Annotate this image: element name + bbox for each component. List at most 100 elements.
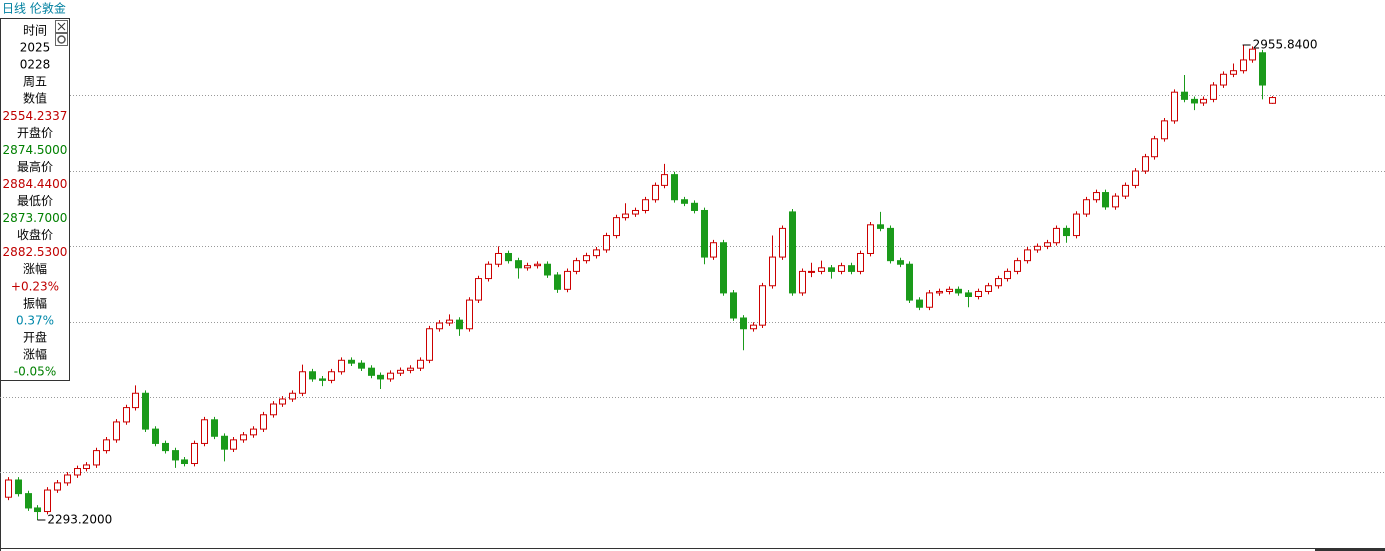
candle-body bbox=[426, 328, 433, 361]
candle-body bbox=[769, 256, 776, 287]
candle-body bbox=[1034, 245, 1041, 251]
candle-body bbox=[1240, 59, 1247, 72]
panel-text: 最低价 bbox=[17, 194, 53, 208]
candle-body bbox=[152, 428, 159, 444]
candle-body bbox=[260, 414, 267, 430]
candle-body bbox=[221, 435, 228, 450]
candle-body bbox=[289, 392, 296, 400]
candle-body bbox=[564, 270, 571, 290]
panel-text: 最高价 bbox=[17, 159, 53, 174]
candle-body bbox=[1269, 97, 1276, 104]
candle-body bbox=[44, 489, 51, 513]
candle-body bbox=[1122, 184, 1129, 197]
candle-body bbox=[309, 371, 316, 380]
candle-body bbox=[857, 252, 864, 272]
candle-body bbox=[1191, 98, 1198, 104]
candle-body bbox=[230, 439, 237, 450]
candle-body bbox=[1230, 70, 1237, 75]
candle-body bbox=[1259, 52, 1266, 86]
candle-body bbox=[681, 199, 688, 204]
candle-body bbox=[877, 224, 884, 229]
candle-body bbox=[1112, 195, 1119, 208]
panel-text: 0228 bbox=[20, 58, 51, 72]
candle-body bbox=[181, 459, 188, 465]
candle-body bbox=[515, 260, 522, 269]
candle-body bbox=[691, 202, 698, 211]
candle-body bbox=[436, 322, 443, 330]
candle-body bbox=[211, 419, 218, 437]
candle-body bbox=[83, 464, 90, 470]
candle-body bbox=[1053, 227, 1060, 244]
candle-body bbox=[1181, 91, 1188, 100]
candle-body bbox=[1014, 260, 1021, 272]
panel-text: 0.37% bbox=[16, 313, 54, 327]
header-title: 日线 伦敦金 bbox=[2, 1, 66, 16]
annotation-label: 2955.8400 bbox=[1253, 38, 1318, 52]
candle-body bbox=[867, 224, 874, 254]
candle-body bbox=[466, 299, 473, 330]
candle-body bbox=[15, 479, 22, 495]
candle-body bbox=[348, 359, 355, 364]
candle-body bbox=[387, 372, 394, 380]
candle-body bbox=[985, 285, 992, 292]
candle-body bbox=[838, 265, 845, 272]
candle-body bbox=[132, 392, 139, 409]
candle-body bbox=[1142, 156, 1149, 172]
candle-body bbox=[495, 252, 502, 265]
candle-body bbox=[828, 267, 835, 272]
panel-text: 收盘价 bbox=[17, 227, 53, 242]
candle-body bbox=[926, 292, 933, 308]
candle-body bbox=[191, 442, 198, 465]
candle-body bbox=[593, 249, 600, 257]
candle-body bbox=[1200, 98, 1207, 104]
candle-body bbox=[250, 428, 257, 436]
candle-body bbox=[995, 278, 1002, 287]
candle-body bbox=[1171, 91, 1178, 122]
candle-body bbox=[730, 292, 737, 319]
candle-body bbox=[1004, 270, 1011, 280]
candle-body bbox=[1220, 73, 1227, 86]
candle-body bbox=[93, 450, 100, 466]
candle-body bbox=[1161, 120, 1168, 140]
settings-icon bbox=[57, 35, 66, 44]
candle-body bbox=[456, 319, 463, 330]
candle-body bbox=[740, 317, 747, 330]
panel-text: 2874.5000 bbox=[3, 143, 68, 157]
candle-body bbox=[613, 217, 620, 237]
candle-body bbox=[701, 209, 708, 258]
candle-body bbox=[25, 493, 32, 509]
candle-body bbox=[485, 263, 492, 280]
candle-body bbox=[818, 267, 825, 272]
candle-body bbox=[720, 242, 727, 294]
panel-text: +0.23% bbox=[11, 279, 59, 293]
candle-body bbox=[172, 450, 179, 461]
candle-body bbox=[916, 299, 923, 308]
candle-body bbox=[946, 288, 953, 292]
panel-text: 2884.4400 bbox=[3, 177, 68, 191]
candle-body bbox=[906, 263, 913, 301]
candle-body bbox=[377, 374, 384, 380]
candle-body bbox=[505, 252, 512, 262]
annotation-label: 2293.2000 bbox=[47, 513, 112, 527]
panel-text: 2025 bbox=[20, 41, 51, 55]
candle-body bbox=[113, 421, 120, 441]
candle-body bbox=[936, 290, 943, 294]
panel-text: 时间 bbox=[23, 24, 47, 38]
candles: 2955.8400 2293.2000 bbox=[5, 38, 1318, 527]
candle-body bbox=[887, 227, 894, 262]
panel-box bbox=[0, 18, 70, 381]
grid bbox=[0, 95, 1385, 473]
candle-body bbox=[750, 324, 757, 330]
candle-body bbox=[1210, 84, 1217, 100]
candle-body bbox=[524, 265, 531, 269]
panel-text: -0.05% bbox=[14, 365, 56, 379]
candle-body bbox=[1151, 138, 1158, 158]
candle-body bbox=[1102, 192, 1109, 208]
candle-body bbox=[142, 392, 149, 430]
panel-text: 周五 bbox=[23, 75, 47, 89]
candle-body bbox=[897, 260, 904, 265]
candle-body bbox=[270, 403, 277, 416]
candle-body bbox=[1132, 170, 1139, 186]
